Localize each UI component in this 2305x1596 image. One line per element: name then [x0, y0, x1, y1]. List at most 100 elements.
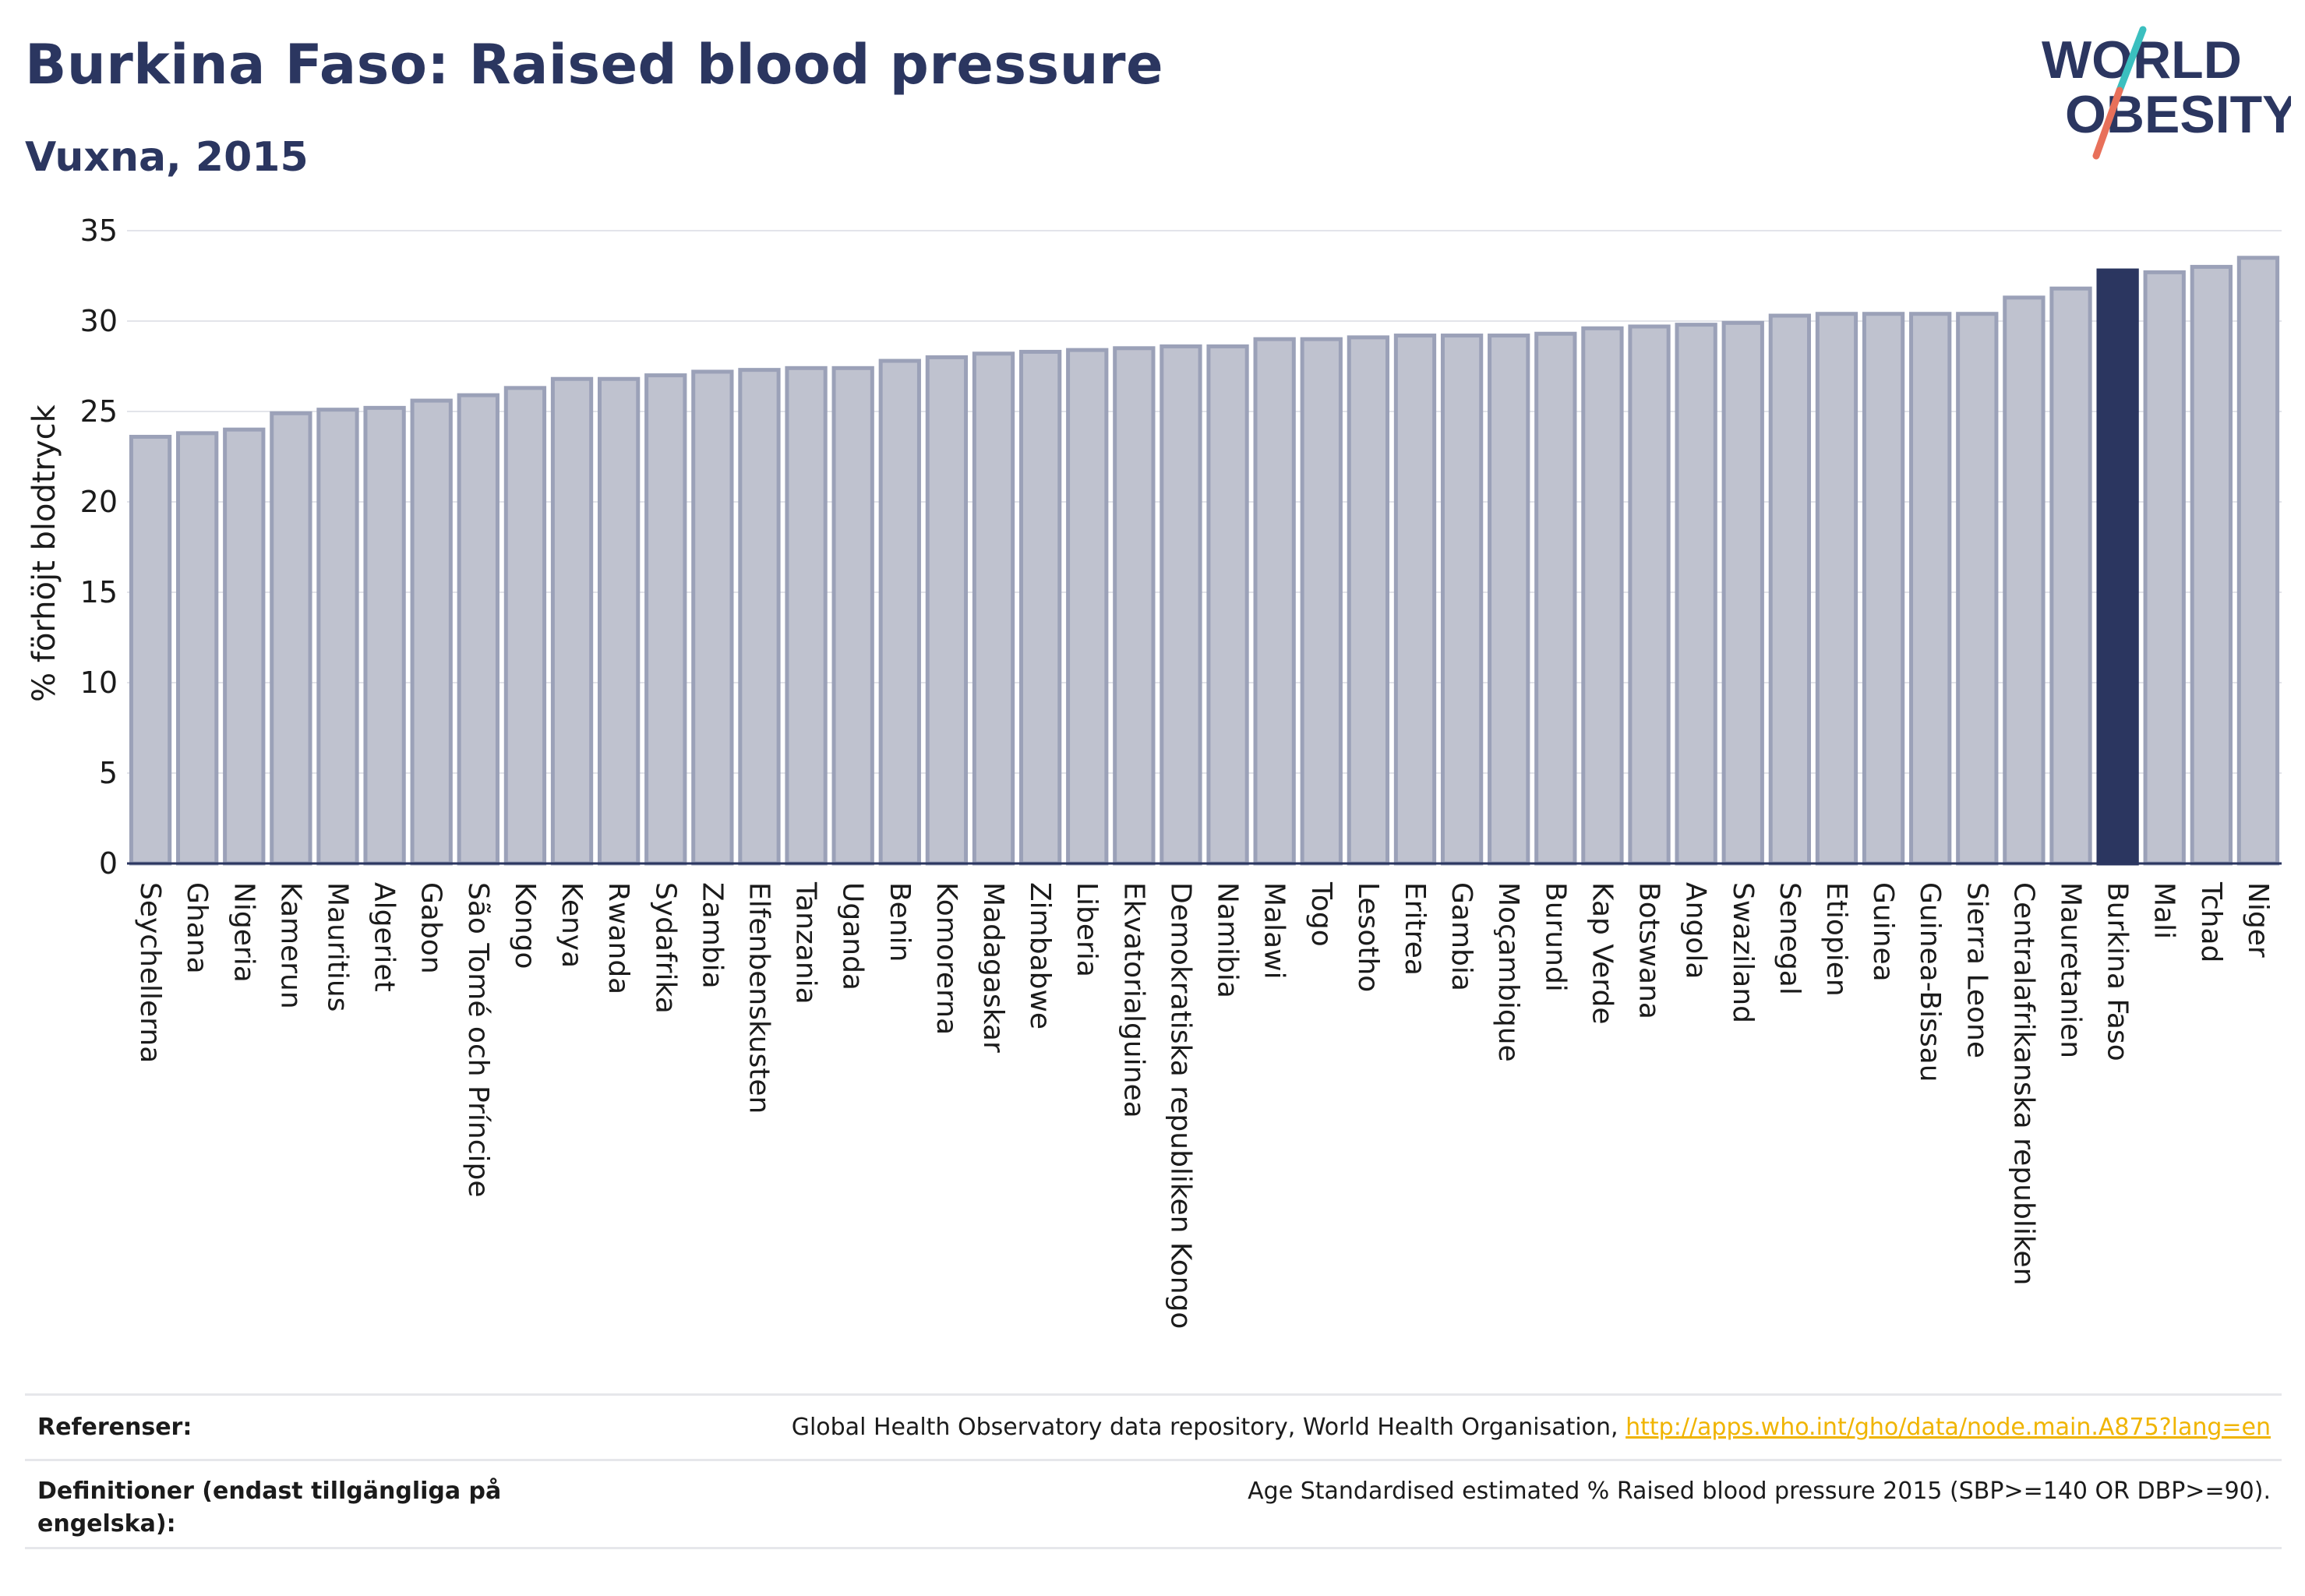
bar-burkina-faso: [2096, 268, 2139, 866]
bar-tanzania: [785, 365, 828, 866]
definitions-label: Definitioner (endast tillgängliga på eng…: [37, 1478, 502, 1538]
y-tick-label: 35: [80, 214, 118, 248]
bar-chart: 0 5 10 15 20 25 30 35 Seychellerna Ghana Nigeria K…: [26, 214, 2282, 1329]
bar-liberia: [1066, 348, 1109, 866]
page-subtitle: Vuxna, 2015: [25, 134, 309, 181]
x-tick-label: Burundi: [1539, 882, 1571, 992]
bar-kongo: [503, 386, 547, 866]
x-tick-label: Botswana: [1633, 882, 1665, 1019]
x-tick-label: Gambia: [1445, 882, 1477, 991]
x-tick-label: Liberia: [1071, 882, 1103, 977]
bar-sydafrika: [644, 373, 687, 866]
x-tick-label: Sydafrika: [649, 882, 681, 1014]
references-link[interactable]: http://apps.who.int/gho/data/node.main.A…: [1626, 1414, 2271, 1441]
x-tick-label: Mauritius: [321, 882, 353, 1012]
x-tick-label: Mauretanien: [2055, 882, 2087, 1058]
bar-sierra-leone: [1956, 312, 1999, 866]
y-tick-label: 30: [80, 304, 118, 338]
bar-etiopien: [1815, 312, 1858, 866]
bar-guinea-bissau: [1909, 312, 1952, 866]
world-obesity-logo: WORLD OBESITY: [2042, 26, 2291, 160]
x-tick-label: Madagaskar: [977, 882, 1009, 1053]
definitions-row: Definitioner (endast tillgängliga på eng…: [25, 1459, 2282, 1549]
definitions-value: Age Standardised estimated % Raised bloo…: [1248, 1478, 2271, 1505]
x-tick-label: Namibia: [1212, 882, 1244, 998]
x-tick-label: Nigeria: [228, 882, 259, 983]
x-tick-label: Algeriet: [369, 882, 401, 992]
x-tick-label: Kenya: [556, 882, 588, 968]
bar-kenya: [550, 376, 594, 866]
bar-ekvatorialguinea: [1113, 346, 1156, 866]
bar-eritrea: [1393, 334, 1437, 866]
x-tick-label: Uganda: [837, 882, 869, 990]
y-tick-label: 0: [99, 846, 118, 881]
references-label: Referenser:: [37, 1414, 192, 1441]
x-tick-label: Gabon: [415, 882, 447, 974]
x-tick-label: Swaziland: [1727, 882, 1759, 1023]
x-tick-label: Mali: [2148, 882, 2180, 939]
y-tick-labels: 0 5 10 15 20 25 30 35: [80, 214, 118, 881]
x-tick-label: Demokratiska republiken Kongo: [1164, 882, 1196, 1329]
bar-senegal: [1768, 313, 1812, 866]
bar-botswana: [1628, 324, 1671, 866]
x-tick-label: Guinea-Bissau: [1914, 882, 1946, 1082]
bar-uganda: [831, 365, 874, 866]
bar-elfenbenskusten: [738, 368, 781, 866]
bar-gabon: [410, 398, 453, 866]
x-tick-label: Moçambique: [1492, 882, 1524, 1062]
bar-benin: [878, 358, 921, 866]
bar-rwanda: [597, 376, 641, 866]
bar-namibia: [1206, 344, 1249, 866]
x-tick-label: Sierra Leone: [1961, 882, 1993, 1058]
y-axis-label: % förhöjt blodtryck: [26, 404, 62, 702]
bar-niger: [2236, 256, 2280, 866]
x-tick-label: Elfenbenskusten: [743, 882, 775, 1114]
x-tick-label: Niger: [2242, 882, 2274, 958]
bar-zimbabwe: [1018, 349, 1062, 866]
bar-togo: [1300, 337, 1343, 866]
bar-zambia: [691, 369, 734, 866]
bar-madagaskar: [972, 351, 1015, 866]
bar-komorerna: [925, 355, 969, 866]
y-tick-label: 25: [80, 394, 118, 429]
bar-algeriet: [363, 405, 406, 866]
y-tick-label: 5: [99, 756, 118, 790]
x-tick-label: Ghana: [181, 882, 213, 974]
bar-angola: [1675, 323, 1717, 866]
bar-swaziland: [1721, 320, 1764, 866]
bar-mo-ambique: [1488, 334, 1530, 866]
x-tick-label: Kamerun: [274, 882, 306, 1009]
x-tick-label: Rwanda: [602, 882, 634, 994]
bar-burundi: [1534, 331, 1577, 866]
logo-slash-top-icon: [2116, 26, 2147, 94]
x-tick-label: Senegal: [1774, 882, 1806, 995]
x-tick-label: Togo: [1305, 881, 1337, 947]
x-tick-label: Kap Verde: [1586, 882, 1618, 1024]
bar-kap-verde: [1581, 326, 1624, 866]
references-row: Referenser: Global Health Observatory da…: [25, 1393, 2282, 1460]
x-tick-label: Burkina Faso: [2102, 882, 2134, 1061]
x-tick-label: Ekvatorialguinea: [1117, 882, 1149, 1118]
logo-slash-bottom-icon: [2092, 87, 2123, 160]
references-text: Global Health Observatory data repositor…: [791, 1414, 1618, 1441]
bar-centralafrikanska-republiken: [2003, 295, 2046, 866]
y-tick-label: 10: [80, 666, 118, 700]
y-tick-label: 20: [80, 485, 118, 519]
bar-gambia: [1440, 334, 1484, 866]
x-tick-label: Seychellerna: [134, 882, 166, 1063]
x-tick-label: Tchad: [2195, 881, 2227, 962]
bar-demokratiska-republiken-kongo: [1160, 344, 1202, 866]
page-title: Burkina Faso: Raised blood pressure: [25, 33, 1164, 97]
bar-mauretanien: [2049, 286, 2092, 866]
bar-guinea: [1862, 312, 1905, 866]
x-tick-label: Angola: [1680, 882, 1712, 979]
bar-seychellerna: [129, 434, 172, 866]
x-tick-label: Zimbabwe: [1024, 882, 1056, 1029]
x-tick-labels: Seychellerna Ghana Nigeria Kamerun Mauritius…: [134, 881, 2274, 1329]
x-tick-label: Malawi: [1258, 882, 1290, 980]
bar-mauritius: [316, 408, 359, 866]
x-tick-label: Zambia: [696, 882, 728, 989]
bar-tchad: [2190, 264, 2233, 866]
x-tick-label: Komorerna: [930, 882, 962, 1035]
bar-malawi: [1253, 337, 1296, 866]
